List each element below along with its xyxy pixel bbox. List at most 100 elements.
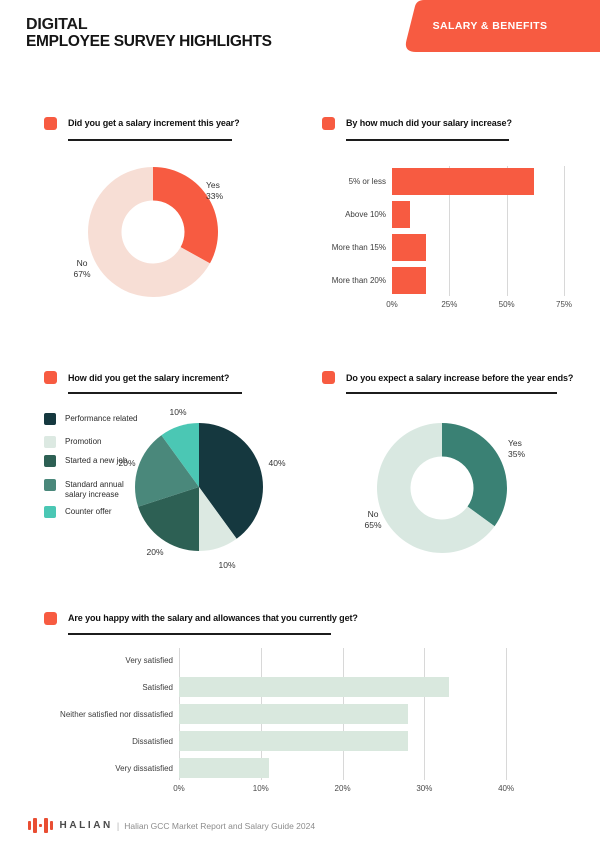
pie-slice-performance-related [199, 423, 263, 539]
bar-very-dissatisfied [179, 758, 269, 778]
legend-label: Promotion [65, 437, 102, 446]
x-axis-ticks: 0% 25% 50% 75% [386, 300, 572, 312]
legend-swatch [44, 479, 56, 491]
section-bullet [322, 117, 335, 130]
footer-caption: Halian GCC Market Report and Salary Guid… [124, 820, 316, 831]
footer: HALIAN | Halian GCC Market Report and Sa… [28, 818, 315, 833]
legend-swatch [44, 436, 56, 448]
salary-benefits-badge [405, 0, 600, 52]
halian-logo-icon [28, 818, 53, 833]
bar-category-label: More than 15% [331, 243, 386, 252]
pie-label-new-job: 20% [146, 547, 164, 557]
callout-value: 65% [364, 520, 382, 530]
footer-brand: HALIAN [59, 820, 113, 831]
pie-slice-counter-offer [161, 423, 199, 487]
section-title-increment: Did you get a salary increment this year… [68, 118, 240, 128]
donut-segment-no [377, 423, 495, 553]
section-rule [346, 139, 509, 141]
callout-label: Yes [508, 438, 522, 448]
expect-increase-donut-chart [377, 423, 507, 553]
pie-label-performance: 40% [268, 458, 286, 468]
legend-swatch [44, 506, 56, 518]
bar-row: Satisfied [60, 677, 547, 697]
bar-row: Above 10% [330, 201, 564, 228]
donut-callout-yes: Yes 33% [206, 180, 242, 202]
badge-shape [405, 0, 600, 52]
bar-track [179, 758, 547, 778]
callout-value: 35% [508, 449, 526, 459]
section-title-expect-increase: Do you expect a salary increase before t… [346, 373, 574, 383]
legend-label: Started a new job [65, 456, 128, 465]
legend-swatch [44, 455, 56, 467]
section-bullet [44, 371, 57, 384]
bar-track [179, 704, 547, 724]
pie-label-counter-offer: 10% [169, 407, 187, 417]
section-title-increase-amount: By how much did your salary increase? [346, 118, 512, 128]
axis-tick-label: 30% [416, 784, 433, 793]
page-title: EMPLOYEE SURVEY HIGHLIGHTS [26, 33, 272, 50]
increment-donut-chart [87, 167, 218, 297]
pie-slice-standard-annual-salary-increase [135, 435, 199, 507]
donut-segment-no [87, 167, 210, 297]
axis-tick-label: 0% [173, 784, 185, 793]
legend-item-performance-related: Performance related [44, 413, 139, 425]
legend-label: Standard annual salary increase [65, 480, 124, 499]
bar-track [392, 234, 564, 261]
axis-tick-label: 10% [252, 784, 269, 793]
section-rule [346, 392, 557, 394]
bar-row: Very dissatisfied [60, 758, 547, 778]
donut-callout-no: No 67% [64, 258, 100, 280]
axis-tick-label: 40% [498, 784, 515, 793]
pie-slice-promotion [199, 487, 237, 551]
pie-slice-started-a-new-job [138, 487, 199, 551]
bar-chart-gridlines [392, 166, 565, 296]
bar-track [392, 168, 564, 195]
bar-category-label: Dissatisfied [132, 736, 173, 746]
section-bullet [322, 371, 335, 384]
bar-rows: Very satisfied Satisfied Neither satisfied… [60, 650, 547, 778]
legend-item-counter-offer: Counter offer [44, 506, 139, 518]
salary-increase-bar-chart: 5% or less Above 10% More than 15% More tha… [330, 166, 572, 318]
pie-label-promotion: 10% [218, 560, 236, 570]
section-bullet [44, 612, 57, 625]
bar-row: Very satisfied [60, 650, 547, 670]
legend-item-started-a-new-job: Started a new job [44, 455, 139, 467]
how-increment-pie-chart [135, 423, 263, 551]
gridline [424, 648, 426, 780]
legend-label: Counter offer [65, 507, 112, 516]
bar-neither-satisfied-nor-dissatisfied [179, 704, 408, 724]
legend-item-standard-annual-salary-increase: Standard annual salary increase [44, 479, 139, 499]
gridline [449, 166, 451, 296]
section-title-happy-salary: Are you happy with the salary and allowa… [68, 613, 358, 623]
pie-label-standard-increase: 20% [118, 458, 136, 468]
bar-more-than-20 [392, 267, 427, 294]
bar-row: More than 15% [330, 234, 564, 261]
bar-category-label: Neither satisfied nor dissatisfied [60, 709, 173, 719]
bar-category-label: More than 20% [331, 276, 386, 285]
bar-row: Dissatisfied [60, 731, 547, 751]
bar-rows: 5% or less Above 10% More than 15% More tha… [330, 168, 564, 294]
bar-satisfied [179, 677, 449, 697]
bar-category-label: Very satisfied [125, 655, 173, 665]
bar-track [179, 650, 547, 670]
legend-item-promotion: Promotion [44, 436, 139, 448]
axis-tick-label: 25% [441, 300, 458, 309]
bar-track [392, 201, 564, 228]
bar-category-label: 5% or less [348, 177, 386, 186]
legend-swatch [44, 413, 56, 425]
bar-category-label: Above 10% [345, 210, 386, 219]
gridline [564, 166, 565, 296]
page-kicker: DIGITAL [26, 16, 88, 33]
donut-segment-yes [442, 423, 507, 527]
salary-happiness-bar-chart: Very satisfied Satisfied Neither satisfied… [60, 648, 547, 800]
donut-segment-yes [153, 167, 218, 264]
callout-label: No [76, 258, 88, 268]
callout-label: No [367, 509, 379, 519]
gridline [506, 648, 508, 780]
bar-dissatisfied [179, 731, 408, 751]
donut-callout-no: No 65% [355, 509, 391, 531]
gridline [506, 166, 508, 296]
section-title-how-increment: How did you get the salary increment? [68, 373, 230, 383]
section-rule [68, 633, 331, 635]
badge-label: SALARY & BENEFITS [432, 20, 548, 32]
